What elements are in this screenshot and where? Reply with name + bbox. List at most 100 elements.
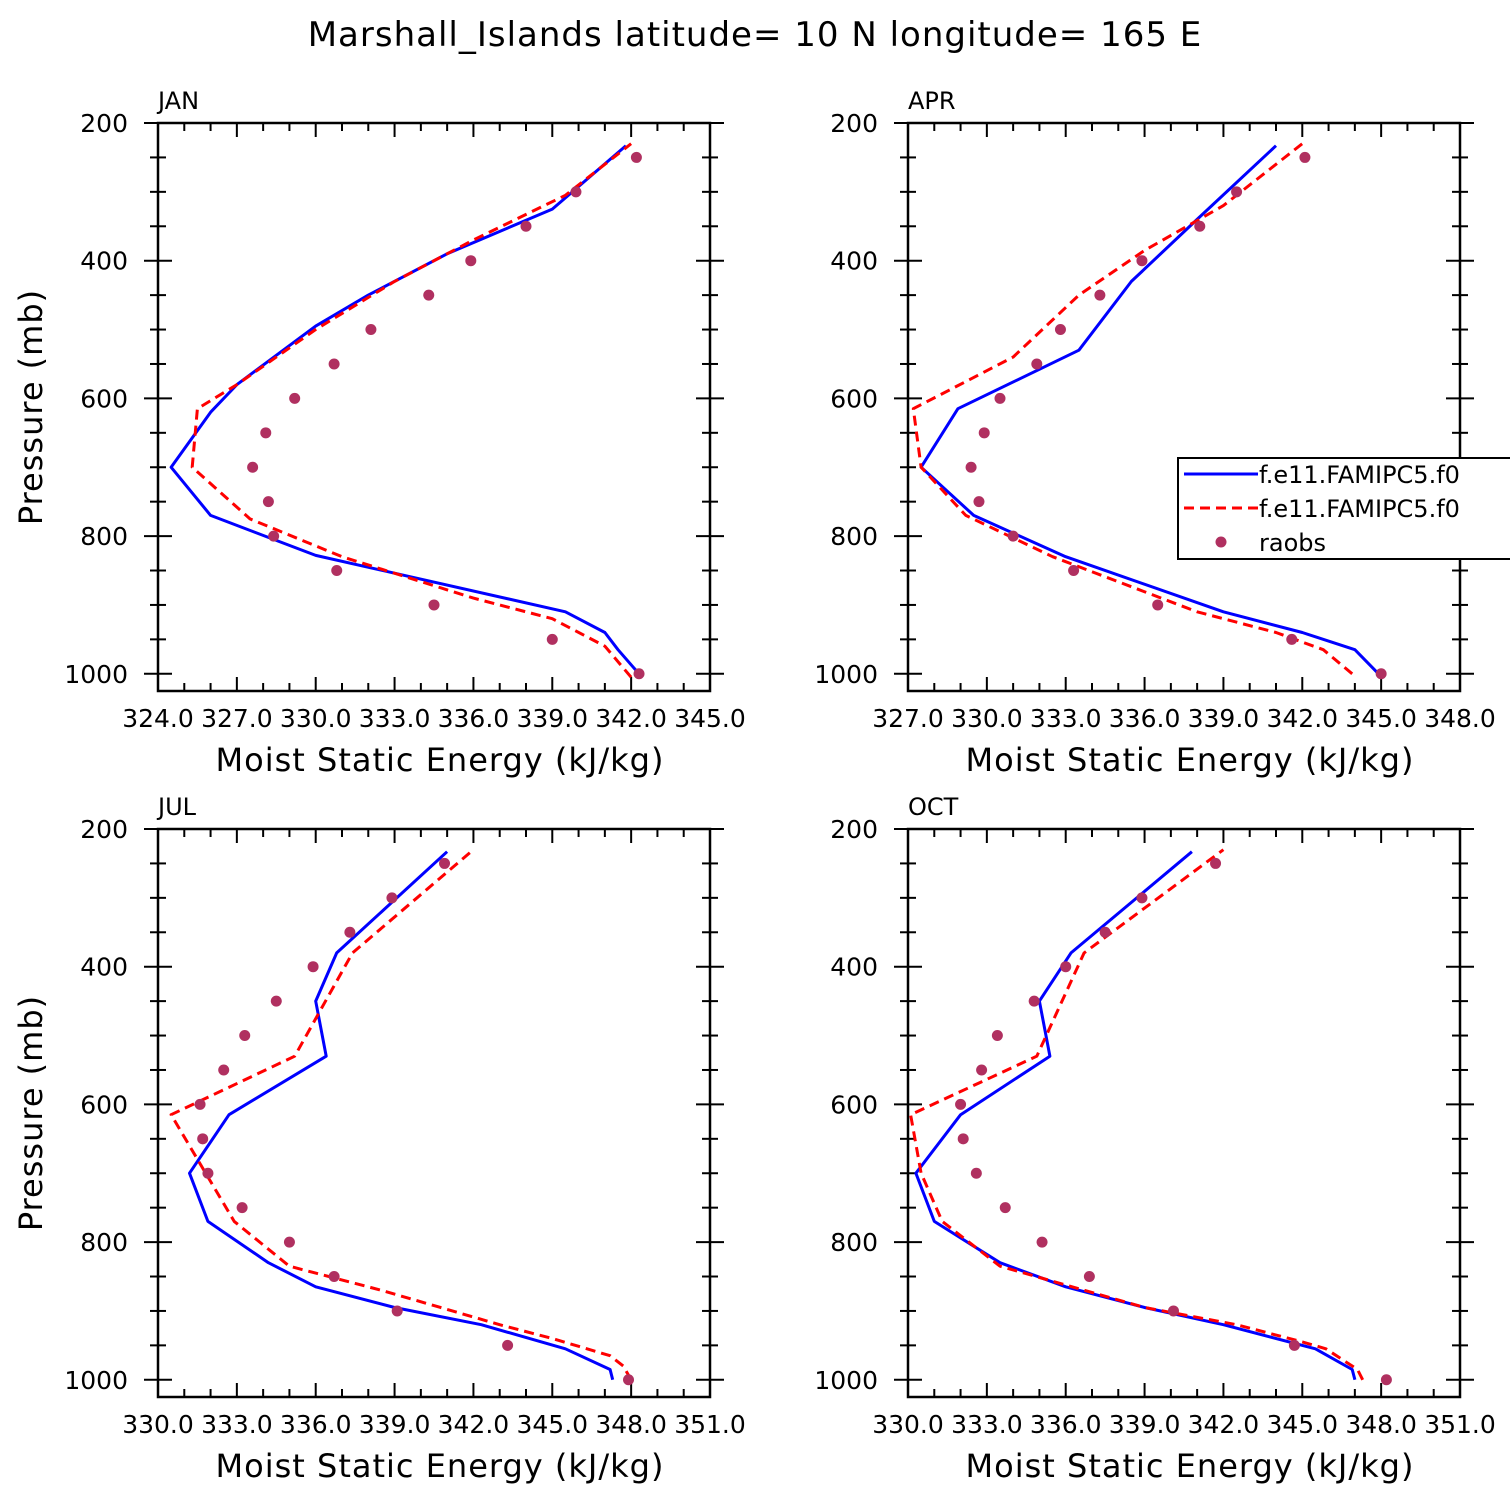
y-tick-label: 800	[830, 1228, 878, 1257]
x-tick-label: 336.0	[438, 704, 510, 733]
y-tick-label: 200	[80, 815, 128, 844]
panel-title: OCT	[908, 793, 959, 821]
raobs-point	[283, 1236, 295, 1248]
raobs-point	[1375, 668, 1387, 680]
series-line-solid	[169, 144, 641, 675]
y-tick-label: 400	[80, 953, 128, 982]
x-tick-label: 345.0	[516, 1410, 588, 1439]
x-tick-label: 330.0	[122, 1410, 194, 1439]
raobs-point	[239, 1030, 251, 1042]
x-axis-title: Moist Static Energy (kJ/kg)	[966, 1447, 1415, 1485]
raobs-point	[991, 1030, 1003, 1042]
y-tick-label: 600	[80, 384, 128, 413]
y-tick-label: 1000	[814, 1366, 878, 1395]
x-tick-label: 351.0	[1424, 1410, 1496, 1439]
y-tick-label: 1000	[64, 1366, 128, 1395]
raobs-point	[994, 392, 1006, 404]
figure-title: Marshall_Islands latitude= 10 N longitud…	[308, 15, 1203, 55]
x-tick-label: 348.0	[595, 1410, 667, 1439]
raobs-point	[270, 995, 282, 1007]
x-tick-label: 336.0	[1030, 1410, 1102, 1439]
raobs-point	[423, 289, 435, 301]
x-tick-label: 342.0	[1266, 704, 1338, 733]
raobs-point	[236, 1202, 248, 1214]
raobs-point	[344, 926, 356, 938]
y-tick-label: 600	[830, 384, 878, 413]
plot-frame	[906, 121, 1462, 693]
plot-frame	[906, 827, 1462, 1399]
y-tick-label: 200	[830, 109, 878, 138]
raobs-point	[1007, 530, 1019, 542]
y-tick-label: 1000	[814, 660, 878, 689]
legend-label: f.e11.FAMIPC5.f0	[1259, 495, 1460, 523]
raobs-point	[630, 151, 642, 163]
raobs-point	[194, 1098, 206, 1110]
raobs-point	[955, 1098, 967, 1110]
panel-oct: OCT 330.0 333.0 336.0 339.0 342.0 345.0 348.0 35…	[814, 793, 1495, 1485]
raobs-point	[289, 392, 301, 404]
x-tick-label: 333.0	[1030, 704, 1102, 733]
y-tick-label: 600	[80, 1090, 128, 1119]
y-tick-label: 400	[80, 247, 128, 276]
series-line-dashed	[169, 848, 633, 1381]
panel-title: JAN	[156, 87, 199, 115]
raobs-point	[439, 857, 451, 869]
raobs-point	[365, 324, 377, 336]
x-tick-label: 330.0	[280, 704, 352, 733]
x-tick-label: 345.0	[1266, 1410, 1338, 1439]
x-tick-label: 342.0	[438, 1410, 510, 1439]
raobs-point	[260, 427, 272, 439]
x-tick-label: 351.0	[674, 1410, 746, 1439]
raobs-point	[965, 461, 977, 473]
y-tick-label: 600	[830, 1090, 878, 1119]
plot-frame	[156, 121, 712, 693]
x-tick-label: 336.0	[280, 1410, 352, 1439]
raobs-point	[386, 892, 398, 904]
x-tick-label: 339.0	[1188, 704, 1260, 733]
raobs-point	[1094, 289, 1106, 301]
raobs-point	[999, 1202, 1011, 1214]
raobs-point	[262, 496, 274, 508]
y-axis-title: Pressure (mb)	[12, 995, 50, 1231]
series-line-solid	[188, 850, 615, 1381]
x-tick-label: 348.0	[1424, 704, 1496, 733]
raobs-point	[957, 1133, 969, 1145]
x-axis-title: Moist Static Energy (kJ/kg)	[216, 741, 665, 779]
raobs-point	[268, 530, 280, 542]
raobs-point	[328, 1271, 340, 1283]
raobs-point	[1231, 186, 1243, 198]
raobs-point	[428, 599, 440, 611]
x-tick-label: 339.0	[359, 1410, 431, 1439]
raobs-point	[1099, 926, 1111, 938]
x-tick-label: 327.0	[201, 704, 273, 733]
raobs-point	[328, 358, 340, 370]
x-tick-label: 333.0	[359, 704, 431, 733]
x-tick-label: 333.0	[201, 1410, 273, 1439]
raobs-point	[391, 1305, 403, 1317]
panel-title: JUL	[156, 793, 197, 821]
x-tick-label: 327.0	[872, 704, 944, 733]
y-tick-label: 400	[830, 247, 878, 276]
raobs-point	[1194, 220, 1206, 232]
x-tick-label: 345.0	[1345, 704, 1417, 733]
raobs-point	[623, 1374, 635, 1386]
raobs-point	[202, 1167, 214, 1179]
series-line-dashed	[190, 142, 633, 679]
plot-frame	[156, 827, 712, 1399]
x-tick-label: 342.0	[1188, 1410, 1260, 1439]
raobs-point	[197, 1133, 209, 1145]
y-tick-label: 200	[80, 109, 128, 138]
x-tick-label: 348.0	[1345, 1410, 1417, 1439]
x-axis-title: Moist Static Energy (kJ/kg)	[216, 1447, 665, 1485]
raobs-point	[1210, 857, 1222, 869]
raobs-point	[218, 1064, 230, 1076]
series-line-dashed	[909, 848, 1365, 1381]
x-tick-label: 333.0	[951, 1410, 1023, 1439]
series-line-dashed	[911, 142, 1354, 675]
raobs-point	[1031, 358, 1043, 370]
raobs-point	[1028, 995, 1040, 1007]
legend: f.e11.FAMIPC5.f0 f.e11.FAMIPC5.f0 raobs	[1177, 457, 1510, 560]
legend-marker-raobs	[1215, 536, 1227, 548]
